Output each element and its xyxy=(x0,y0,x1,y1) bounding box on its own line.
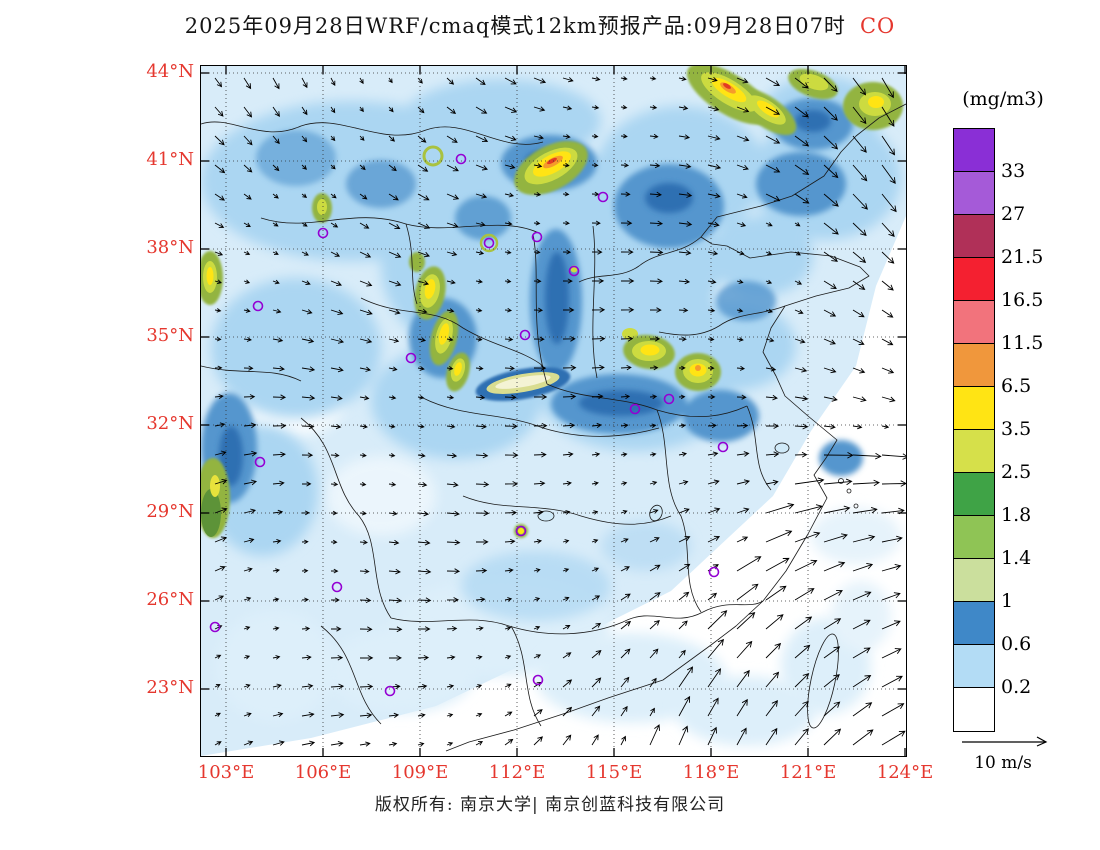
map-frame xyxy=(200,65,907,757)
colorbar-band xyxy=(954,344,994,387)
colorbar-band xyxy=(954,301,994,344)
city-marker xyxy=(568,265,580,277)
colorbar-band xyxy=(954,129,994,172)
city-marker xyxy=(455,153,467,165)
colorbar-band xyxy=(954,172,994,215)
co-concentration-field xyxy=(201,66,906,756)
wind-scale-arrow-icon xyxy=(962,736,1048,747)
taiwan-island xyxy=(807,633,839,729)
colorbar-units: (mg/m3) xyxy=(962,88,1044,110)
lon-tick-label: 124°E xyxy=(876,762,934,783)
lake xyxy=(774,442,790,454)
city-marker xyxy=(317,227,329,239)
city-marker xyxy=(252,300,264,312)
city-marker xyxy=(331,581,343,593)
lat-tick-label: 35°N xyxy=(146,325,194,346)
city-marker xyxy=(519,329,531,341)
colorbar-tick-label: 3.5 xyxy=(1001,418,1032,440)
colorbar-band xyxy=(954,688,994,731)
lon-tick-label: 106°E xyxy=(294,762,352,783)
colorbar-band xyxy=(954,387,994,430)
lat-tick-label: 38°N xyxy=(146,237,194,258)
colorbar-tick-label: 1.8 xyxy=(1001,504,1032,526)
title-text: 2025年09月28日WRF/cmaq模式12km预报产品:09月28日07时 xyxy=(184,14,846,38)
lat-tick-label: 44°N xyxy=(146,61,194,82)
lake xyxy=(649,504,663,522)
lon-tick-label: 121°E xyxy=(779,762,837,783)
city-marker xyxy=(254,456,266,468)
coastline xyxy=(445,103,906,752)
wind-legend: 10 m/s xyxy=(938,733,1068,773)
wind-vectors xyxy=(214,76,906,747)
colorbar-tick-label: 0.6 xyxy=(1001,633,1032,655)
lon-tick-label: 109°E xyxy=(391,762,449,783)
colorbar-band xyxy=(954,258,994,301)
colorbar-band xyxy=(954,215,994,258)
title-pollutant: CO xyxy=(859,14,896,38)
colorbar-band xyxy=(954,430,994,473)
colorbar-tick-label: 16.5 xyxy=(1001,289,1044,311)
city-markers xyxy=(209,153,729,697)
colorbar-band xyxy=(954,473,994,516)
co-forecast-map xyxy=(201,66,906,756)
colorbar-tick-label: 0.2 xyxy=(1001,676,1032,698)
copyright-credit: 版权所有: 南京大学| 南京创蓝科技有限公司 xyxy=(374,795,726,815)
city-marker xyxy=(597,191,609,203)
page-title: 2025年09月28日WRF/cmaq模式12km预报产品:09月28日07时 C… xyxy=(90,10,990,40)
city-marker xyxy=(209,621,221,633)
city-marker xyxy=(663,393,675,405)
island xyxy=(846,488,852,494)
colorbar-tick-label: 21.5 xyxy=(1001,246,1044,268)
city-marker xyxy=(483,237,495,249)
colorbar-tick-label: 2.5 xyxy=(1001,461,1032,483)
city-marker xyxy=(629,403,641,415)
city-marker xyxy=(708,566,720,578)
grid-lines xyxy=(201,66,906,756)
city-marker xyxy=(717,441,729,453)
co-hotspots xyxy=(201,66,903,538)
colorbar-tick-label: 11.5 xyxy=(1001,332,1044,354)
city-marker xyxy=(531,231,543,243)
colorbar xyxy=(953,128,995,732)
colorbar-tick-label: 33 xyxy=(1001,160,1026,182)
lat-tick-label: 32°N xyxy=(146,413,194,434)
lon-tick-label: 118°E xyxy=(682,762,740,783)
lat-tick-label: 23°N xyxy=(146,677,194,698)
colorbar-tick-label: 6.5 xyxy=(1001,375,1032,397)
lon-tick-label: 112°E xyxy=(488,762,546,783)
city-marker xyxy=(532,674,544,686)
wind-scale-label: 10 m/s xyxy=(974,753,1032,773)
lat-tick-label: 26°N xyxy=(146,589,194,610)
colorbar-band xyxy=(954,559,994,602)
city-marker xyxy=(384,685,396,697)
city-marker xyxy=(405,352,417,364)
colorbar-band xyxy=(954,602,994,645)
island xyxy=(838,478,844,484)
city-marker xyxy=(515,525,527,537)
colorbar-tick-label: 1 xyxy=(1001,590,1014,612)
colorbar-tick-label: 27 xyxy=(1001,203,1026,225)
colorbar-band xyxy=(954,645,994,688)
lon-tick-label: 115°E xyxy=(585,762,643,783)
colorbar-tick-label: 1.4 xyxy=(1001,547,1032,569)
lon-tick-label: 103°E xyxy=(197,762,255,783)
lake xyxy=(537,510,555,522)
island xyxy=(853,503,859,509)
colorbar-band xyxy=(954,516,994,559)
lat-tick-label: 29°N xyxy=(146,501,194,522)
lat-tick-label: 41°N xyxy=(146,149,194,170)
